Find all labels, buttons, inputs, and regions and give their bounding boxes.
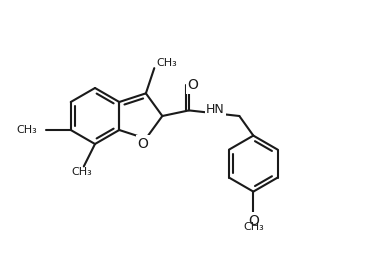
- Text: CH₃: CH₃: [71, 167, 92, 177]
- Text: O: O: [248, 214, 259, 228]
- Text: O: O: [187, 78, 198, 92]
- Text: O: O: [138, 137, 148, 151]
- Text: CH₃: CH₃: [17, 125, 38, 135]
- Text: CH₃: CH₃: [243, 222, 264, 232]
- Text: HN: HN: [206, 103, 225, 116]
- Text: CH₃: CH₃: [156, 58, 177, 68]
